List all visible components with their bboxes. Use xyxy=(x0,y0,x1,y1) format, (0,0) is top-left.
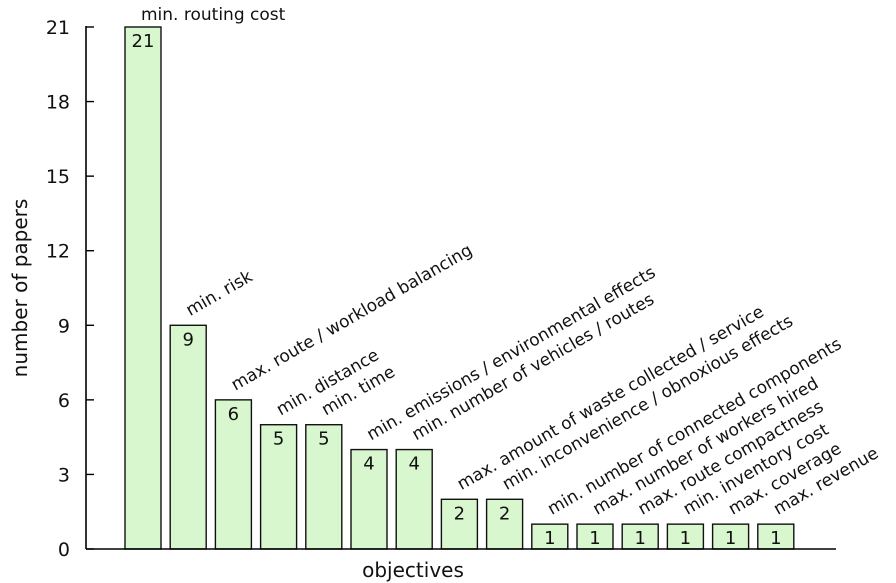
data-label: 21 xyxy=(132,31,155,52)
data-label: 1 xyxy=(634,528,645,549)
bar xyxy=(711,523,750,550)
data-label: 4 xyxy=(363,454,374,475)
data-label: 1 xyxy=(589,528,600,549)
bar xyxy=(259,424,298,550)
y-tick-label: 15 xyxy=(46,166,70,188)
category-label: min. routing cost xyxy=(141,5,286,25)
y-tick-label: 0 xyxy=(58,539,70,561)
category-label: min. risk xyxy=(183,267,257,321)
data-label: 9 xyxy=(182,329,193,350)
data-label: 2 xyxy=(499,503,510,524)
bar xyxy=(214,399,253,550)
data-label: 2 xyxy=(454,503,465,524)
bar xyxy=(531,523,569,550)
y-tick-label: 18 xyxy=(46,92,70,114)
bar xyxy=(621,523,659,550)
y-tick-label: 6 xyxy=(58,390,70,412)
bar xyxy=(124,26,162,550)
y-axis-title: number of papers xyxy=(8,199,32,378)
data-label: 5 xyxy=(273,429,284,450)
x-axis-title: objectives xyxy=(362,558,464,582)
data-label: 5 xyxy=(318,429,329,450)
data-label: 1 xyxy=(725,528,736,549)
bar xyxy=(485,498,524,550)
y-axis: 0 3 6 9 12 15 18 21 xyxy=(46,17,94,561)
bar xyxy=(305,424,343,550)
data-label: 1 xyxy=(770,528,781,549)
data-label: 6 xyxy=(228,404,239,425)
data-label: 4 xyxy=(408,454,419,475)
y-tick-label: 12 xyxy=(46,241,70,263)
bar xyxy=(395,448,433,550)
bar xyxy=(666,523,705,550)
bar xyxy=(440,498,479,550)
y-tick-label: 9 xyxy=(58,315,70,337)
bar xyxy=(757,523,795,550)
data-label: 1 xyxy=(544,528,555,549)
y-tick-label: 3 xyxy=(58,464,70,486)
data-label: 1 xyxy=(680,528,691,549)
y-tick-label: 21 xyxy=(46,17,70,39)
bar xyxy=(169,324,207,550)
